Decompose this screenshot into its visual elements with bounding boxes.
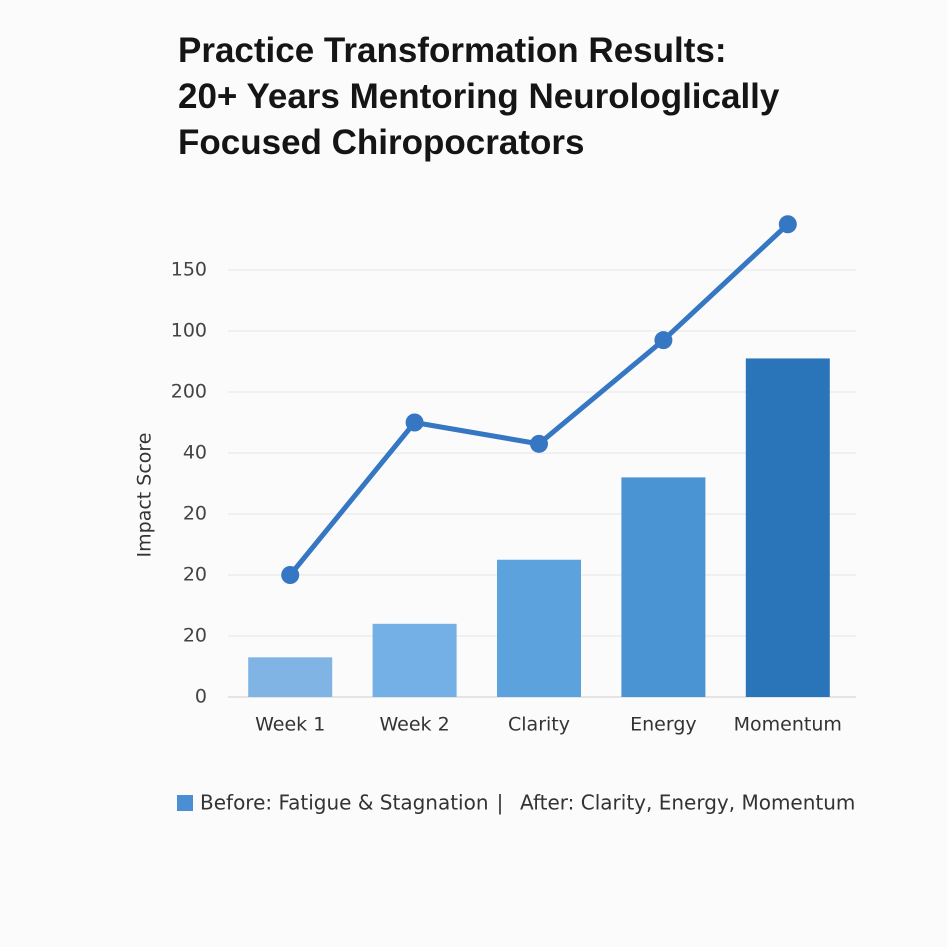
line-point bbox=[654, 331, 673, 350]
legend-label: Before: Fatigue & Stagnation bbox=[200, 791, 489, 815]
y-tick-label: 20 bbox=[183, 564, 207, 586]
x-tick-label: Clarity bbox=[508, 714, 570, 736]
chart-title: Practice Transformation Results: bbox=[178, 31, 727, 70]
line-point bbox=[530, 434, 548, 453]
y-tick-label: 0 bbox=[195, 686, 207, 708]
line-point bbox=[405, 413, 424, 432]
legend-separator: | bbox=[497, 791, 504, 815]
line-point bbox=[778, 215, 797, 234]
line-point bbox=[281, 566, 300, 584]
bar bbox=[621, 477, 706, 697]
x-tick-label: Momentum bbox=[734, 714, 842, 736]
y-tick-label: 20 bbox=[183, 625, 207, 647]
y-axis-label: Impact Score bbox=[134, 433, 156, 558]
legend-label: After: Clarity, Energy, Momentum bbox=[520, 791, 855, 815]
line bbox=[288, 222, 790, 577]
y-tick-label: 40 bbox=[183, 442, 207, 464]
x-tick-label: Energy bbox=[630, 714, 697, 736]
x-tick-label: Week 1 bbox=[255, 714, 325, 736]
bar bbox=[745, 358, 830, 697]
bar bbox=[497, 559, 581, 697]
y-tick-label: 100 bbox=[171, 320, 207, 342]
y-tick-label: 20 bbox=[183, 503, 207, 525]
y-tick-label: 200 bbox=[171, 381, 207, 403]
chart-title: Focused Chiropocrators bbox=[178, 123, 584, 162]
bar bbox=[372, 623, 457, 697]
bar bbox=[248, 657, 333, 697]
x-tick-label: Week 2 bbox=[380, 714, 450, 736]
y-tick-label: 150 bbox=[171, 259, 207, 281]
chart-title: 20+ Years Mentoring Neurologlically bbox=[178, 77, 780, 116]
legend-swatch bbox=[177, 795, 193, 811]
